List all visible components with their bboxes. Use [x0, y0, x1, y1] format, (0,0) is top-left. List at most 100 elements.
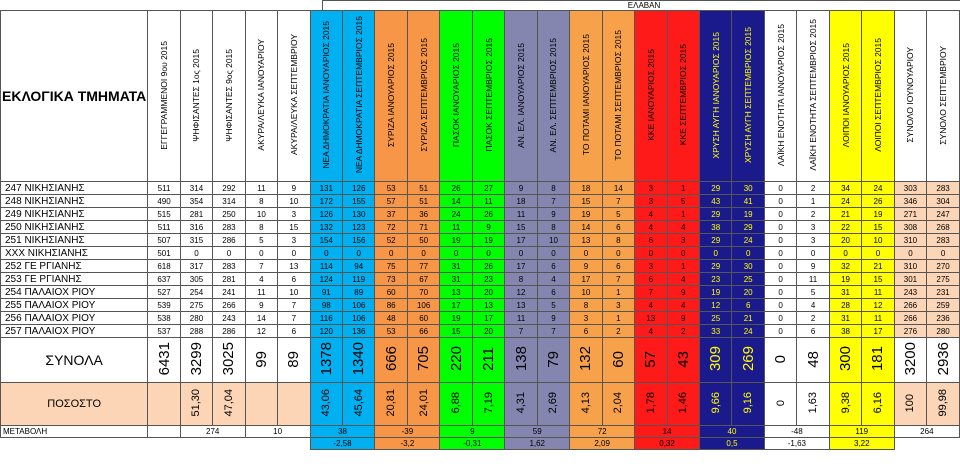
table-cell: 9 [536, 311, 571, 325]
column-header: ΨΗΦΙΣΑΝΤΕΣ 9ος 2015 [212, 10, 246, 182]
column-header: ΧΡΥΣΗ ΑΥΓΗ ΣΕΠΤΕΜΒΡΙΟΣ 2015 [731, 10, 765, 182]
table-cell: 304 [926, 194, 960, 208]
totals-value: 269 [739, 346, 757, 372]
percent-cell: 45,64 [342, 382, 376, 426]
totals-label: ΣΥΝΟΛΑ [0, 337, 149, 383]
table-cell: 0 [634, 246, 668, 260]
percent-value: 100 [904, 393, 917, 413]
table-cell: 243 [893, 285, 928, 299]
table-cell: 231 [926, 285, 960, 299]
table-cell: 19 [439, 233, 473, 247]
table-cell: 270 [926, 259, 960, 273]
percent-value: 43,06 [320, 389, 333, 417]
table-cell: 106 [342, 298, 376, 312]
table-cell: 0 [763, 181, 798, 195]
table-cell: 20 [828, 233, 863, 247]
table-cell: 1 [666, 181, 701, 195]
change-cell: -39 [374, 425, 441, 438]
table-cell: 14 [601, 181, 636, 195]
table-cell: 91 [309, 285, 344, 299]
table-cell: 1 [796, 194, 830, 208]
table-cell: 1 [601, 285, 636, 299]
totals-value: 132 [577, 346, 595, 372]
table-cell: 283 [212, 259, 246, 273]
column-header-label: ΛΑΪΚΗ ΕΝΟΤΗΤΑ ΣΕΠΤΕΜΒΡΙΟΣ 2015 [808, 19, 819, 171]
table-cell: 8 [601, 233, 636, 247]
table-cell: 0 [277, 246, 311, 260]
change-row: ΜΕΤΑΒΟΛΗ 274 10 38 -39 9 59 72 14 40 -48 119 264 [0, 425, 960, 438]
table-cell: 26 [471, 207, 506, 221]
table-cell: 66 [406, 324, 441, 338]
change-percent-cell: -2,58 [309, 437, 376, 450]
percent-value: 20,81 [385, 389, 398, 417]
column-header: ΑΝ. ΕΛ. ΣΕΠΤΕΜΒΡΙΟΣ 2015 [536, 10, 571, 182]
table-cell: 0 [212, 246, 246, 260]
table-cell: 0 [763, 259, 798, 273]
totals-cell: 211 [471, 337, 506, 383]
totals-value: 309 [707, 346, 725, 372]
table-cell: 30 [731, 181, 765, 195]
column-header: ΣΥΝΟΛΟ ΙΟΥΝΟΥΑΡΙΟΥ [893, 10, 928, 182]
totals-value: 57 [642, 350, 660, 368]
table-cell: 136 [342, 324, 376, 338]
column-header: ΛΟΙΠΟΙ ΣΕΠΤΕΜΒΡΙΟΣ 2015 [861, 10, 895, 182]
column-header: ΣΥΡΙΖΑ ΣΕΠΤΕΜΒΡΙΟΣ 2015 [406, 10, 441, 182]
table-cell: 511 [147, 181, 181, 195]
table-cell: 18 [504, 194, 538, 208]
column-header-label: ΝΕΑ ΔΗΜΟΚΡΑΤΙΑ ΣΕΠΤΕΜΒΡΙΟΣ 2015 [353, 16, 364, 174]
percent-cell: 99,98 [926, 382, 960, 426]
table-cell: 13 [471, 298, 506, 312]
percent-cell: 9,66 [698, 382, 733, 426]
table-cell: 11 [861, 285, 895, 299]
table-cell: 4 [666, 220, 701, 234]
table-cell: 0 [763, 324, 798, 338]
table-cell: 266 [893, 311, 928, 325]
table-cell: 32 [828, 259, 863, 273]
table-cell: 51 [406, 181, 441, 195]
column-header-label: ΑΝ. ΕΛ. ΣΕΠΤΕΜΒΡΙΟΣ 2015 [548, 37, 559, 153]
column-header-label: ΣΥΝΟΛΟ ΙΟΥΝΟΥΑΡΙΟΥ [905, 47, 916, 143]
table-cell: 22 [828, 220, 863, 234]
table-cell: 8 [569, 298, 603, 312]
table-cell: 9 [666, 285, 701, 299]
totals-value: 220 [447, 346, 465, 372]
table-cell: 1 [666, 207, 701, 221]
table-cell: 28 [828, 298, 863, 312]
percent-cell: 20,81 [374, 382, 408, 426]
percent-row: ΠΟΣΟΣΤΟ 51,30 47,04 43,06 45,64 20,81 24,01 6,8… [0, 382, 960, 426]
table-cell: 275 [926, 272, 960, 286]
percent-label: ΠΟΣΟΣΤΟ [0, 382, 149, 426]
table-cell: 3 [796, 220, 830, 234]
totals-cell: 309 [698, 337, 733, 383]
table-cell: 4 [666, 298, 701, 312]
change-label: ΜΕΤΑΒΟΛΗ [0, 425, 149, 438]
change-cell: 119 [828, 425, 895, 438]
change-cell: 9 [439, 425, 506, 438]
table-cell: 354 [179, 194, 214, 208]
table-cell: 527 [147, 285, 181, 299]
table-cell: 0 [471, 246, 506, 260]
totals-cell: 1378 [309, 337, 344, 383]
column-header-label: ΚΚΕ ΣΕΠΤΕΜΒΡΙΟΣ 2015 [678, 44, 689, 146]
table-cell: 11 [504, 311, 538, 325]
table-cell: 539 [147, 298, 181, 312]
table-cell: 7 [601, 272, 636, 286]
percent-cell: 4,31 [504, 382, 538, 426]
percent-cell: 43,06 [309, 382, 344, 426]
table-cell: 19 [731, 207, 765, 221]
table-cell: 24 [731, 324, 765, 338]
percent-cell: 9,38 [828, 382, 863, 426]
percent-cell [277, 382, 311, 426]
table-cell: 20 [471, 285, 506, 299]
change-cell: 72 [569, 425, 636, 438]
table-cell: 507 [147, 233, 181, 247]
table-cell: 259 [926, 298, 960, 312]
table-cell: 8 [504, 272, 538, 286]
table-cell: 4 [796, 298, 830, 312]
table-cell: 15 [861, 220, 895, 234]
column-header: ΝΕΑ ΔΗΜΟΚΡΑΤΙΑ ΙΑΝΟΥΑΡΙΟΣ 2015 [309, 10, 344, 182]
totals-cell: 132 [569, 337, 603, 383]
table-cell: 12 [861, 298, 895, 312]
change-percent-cell: 2,09 [569, 437, 636, 450]
table-row: 255 ΠΑΛΑΙΟΧ ΡΙΟΥ 539 275 266 9 7 98 106 86 106 17 1… [0, 298, 960, 312]
